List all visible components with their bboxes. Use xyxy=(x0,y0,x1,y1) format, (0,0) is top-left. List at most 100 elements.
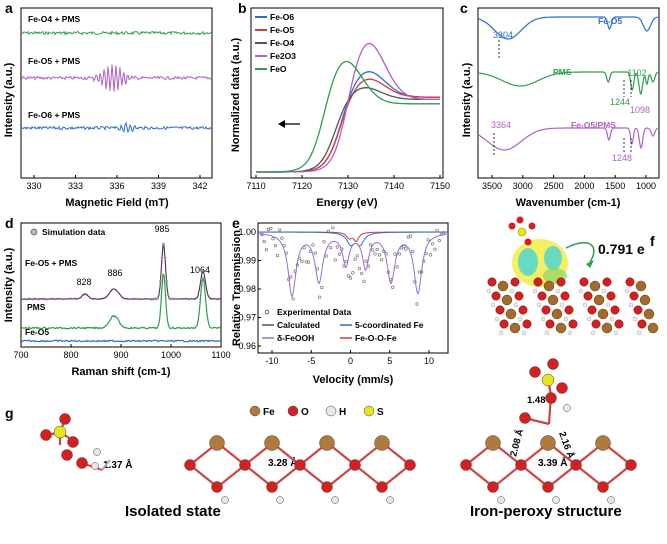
trace-e-feooh xyxy=(257,233,449,298)
sim-point xyxy=(165,279,168,283)
experimental-point xyxy=(362,279,366,283)
experimental-point xyxy=(346,274,351,278)
experimental-point xyxy=(369,243,373,247)
h-atom xyxy=(221,496,229,504)
panel-a: a Intensity (a.u.) Magnetic Field (mT) 3… xyxy=(3,0,213,209)
h-atom xyxy=(563,404,571,412)
dist-right-fefe: 3.39 Å xyxy=(538,456,567,469)
experimental-point xyxy=(324,254,328,258)
o-atom xyxy=(547,358,559,370)
o-atom xyxy=(515,459,527,471)
legend-b: Fe-O6 Fe-O5 Fe-O4 Fe2O3 FeO xyxy=(255,12,296,74)
experimental-point xyxy=(275,253,280,258)
xanes-curve xyxy=(256,42,440,173)
legend-g-atom xyxy=(287,405,299,417)
b-tick: 7130 xyxy=(338,181,358,191)
experimental-point xyxy=(408,234,413,238)
experimental-point xyxy=(353,257,357,261)
legend-e-label: 5-coordinated Fe xyxy=(355,320,424,330)
experimental-point xyxy=(280,236,284,240)
d-tick: 700 xyxy=(13,350,28,360)
legend-e-label: Calculated xyxy=(277,320,320,330)
o-atom xyxy=(239,459,251,471)
ylabel-b: Normalized data (a.u.) xyxy=(230,38,242,153)
o-atom xyxy=(266,481,278,493)
s-atom xyxy=(541,373,555,387)
trace-e-feoofe xyxy=(258,231,448,243)
xlabel-a: Magnetic Field (mT) xyxy=(65,197,169,209)
dist-right-2: 1.48 Å xyxy=(527,395,555,406)
caption-iron-peroxy: Iron-peroxy structure xyxy=(470,503,622,520)
h-atom xyxy=(91,462,99,470)
c-tick: 2500 xyxy=(544,181,564,191)
trace-label-c3: Fe-O5/PMS xyxy=(571,120,616,130)
d-tick: 900 xyxy=(113,350,128,360)
experimental-point xyxy=(300,259,304,264)
trace-label-c1: Fe-O5 xyxy=(598,16,622,26)
h-atom xyxy=(607,496,615,504)
xanes-curve xyxy=(256,60,440,173)
c-tick: 3000 xyxy=(513,181,533,191)
experimental-point xyxy=(278,228,282,232)
trace-a1 xyxy=(21,30,213,36)
a-tick: 333 xyxy=(68,181,83,191)
panel-b: b Normalized data (a.u.) Energy (eV) 711… xyxy=(230,0,450,209)
experimental-point xyxy=(395,265,399,269)
experimental-point xyxy=(349,276,353,280)
trace-label-d2: PMS xyxy=(27,302,46,312)
legend-b-label: Fe2O3 xyxy=(270,51,296,61)
legend-b-label: Fe-O4 xyxy=(270,38,294,48)
experimental-point xyxy=(304,260,308,264)
xlabel-e: Velocity (mm/s) xyxy=(313,374,394,386)
a-tick: 342 xyxy=(192,181,207,191)
e-tick: -10 xyxy=(265,356,278,366)
o-atom xyxy=(570,459,582,471)
h-atom xyxy=(552,496,560,504)
sulfate-molecule xyxy=(508,216,536,246)
o-atom xyxy=(625,459,637,471)
experimental-point xyxy=(291,297,295,301)
e-tick: 5 xyxy=(387,356,392,366)
experimental-point xyxy=(375,247,379,252)
anno-1244: 1244 xyxy=(610,97,630,107)
fe-atom xyxy=(374,435,390,451)
experimental-point xyxy=(437,239,441,243)
ylabel-e: Relative Transmission xyxy=(231,230,243,346)
panel-letter-d: d xyxy=(5,215,14,231)
panel-e: e Relative Transmission Velocity (mm/s) … xyxy=(231,215,449,386)
legend-g-atom xyxy=(249,405,261,417)
anno-3364: 3364 xyxy=(491,120,511,130)
o-atom xyxy=(294,459,306,471)
o-atom xyxy=(529,366,541,378)
c-tick: 1500 xyxy=(605,181,625,191)
experimental-point xyxy=(315,267,320,271)
peak-1064: 1064 xyxy=(190,265,210,275)
o-atom xyxy=(67,436,79,448)
fe-atom xyxy=(264,435,280,451)
o-atom xyxy=(211,481,223,493)
b-tick: 7120 xyxy=(292,181,312,191)
ylabel-c: Intensity (a.u.) xyxy=(461,62,473,137)
a-tick: 336 xyxy=(109,181,124,191)
experimental-point xyxy=(433,247,437,251)
legend-g-atom xyxy=(325,405,337,417)
experimental-point xyxy=(331,226,335,230)
experimental-point xyxy=(333,258,337,262)
anno-1098: 1098 xyxy=(630,105,650,115)
trace-d2 xyxy=(20,273,222,330)
experimental-point xyxy=(320,285,324,290)
o-atom xyxy=(349,459,361,471)
e-tick: 10 xyxy=(424,356,434,366)
e-ytick: 0.98 xyxy=(238,284,256,294)
experimental-point xyxy=(264,248,269,252)
e-ytick: 0.97 xyxy=(238,313,256,323)
o-atom xyxy=(184,459,196,471)
legend-e: Experimental Data Calculated 5-coordinated… xyxy=(262,307,424,343)
c-tick: 3500 xyxy=(482,181,502,191)
panel-g: g Fe O H S Isolated state Iron-peroxy struc… xyxy=(5,358,637,520)
h-atom xyxy=(276,496,284,504)
dist-right-1: 2.08 Å xyxy=(508,428,526,458)
experimental-point xyxy=(351,271,355,275)
experimental-point xyxy=(273,244,277,248)
sim-point xyxy=(157,293,161,297)
